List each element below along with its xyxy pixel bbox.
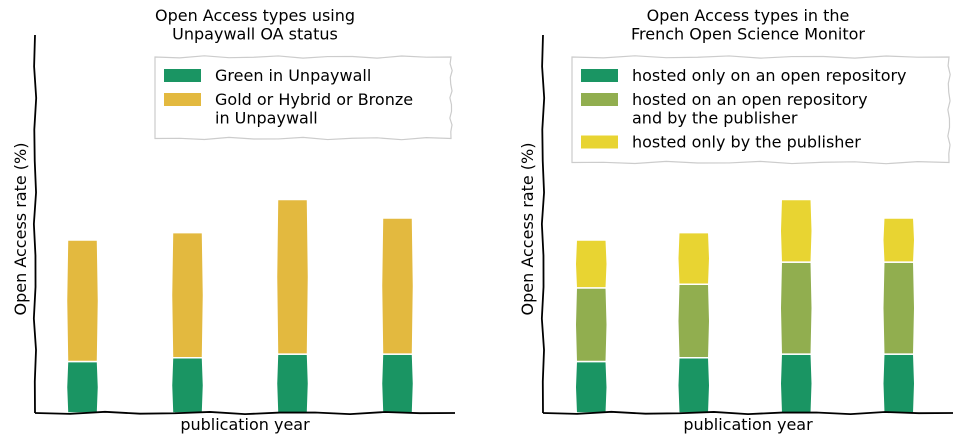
legend-label: Gold or Hybrid or Bronze in Unpaywall bbox=[215, 90, 413, 127]
bar-segment bbox=[170, 231, 205, 359]
bar-segment bbox=[676, 283, 711, 359]
bar-segment bbox=[779, 261, 814, 355]
legend-swatch bbox=[581, 69, 618, 82]
bar-segment bbox=[881, 353, 916, 414]
legend-swatch bbox=[581, 135, 618, 149]
bar-segment bbox=[676, 357, 711, 414]
bar-segment bbox=[676, 231, 711, 285]
legend-label: Green in Unpaywall bbox=[215, 66, 371, 85]
bar-segment bbox=[170, 357, 205, 414]
y-axis bbox=[32, 34, 38, 414]
bar-segment bbox=[65, 360, 100, 414]
bar-segment bbox=[275, 198, 310, 355]
bar-segment bbox=[574, 239, 609, 289]
bar-segment bbox=[779, 353, 814, 414]
bar-segment bbox=[380, 217, 415, 355]
legend-swatch bbox=[164, 69, 201, 82]
x-axis-label: publication year bbox=[180, 415, 310, 434]
legend-label: hosted only by the publisher bbox=[632, 133, 861, 152]
legend-swatch bbox=[581, 93, 618, 106]
bar-segment bbox=[574, 287, 609, 363]
legend-frame bbox=[154, 55, 453, 141]
legend-frame bbox=[571, 55, 951, 165]
chart-title: Open Access types in the French Open Scie… bbox=[631, 6, 865, 43]
legend-swatch bbox=[164, 93, 201, 106]
chart-title: Open Access types using Unpaywall OA stat… bbox=[155, 6, 355, 43]
legend-label: hosted only on an open repository bbox=[632, 66, 907, 85]
bar-segment bbox=[380, 353, 415, 414]
legend-label: hosted on an open repository and by the p… bbox=[632, 90, 868, 127]
bar-segment bbox=[779, 198, 814, 263]
bar-segment bbox=[574, 360, 609, 414]
bar-segment bbox=[881, 217, 916, 263]
x-axis bbox=[542, 410, 953, 416]
y-axis-label: Open Access rate (%) bbox=[518, 143, 537, 316]
legend: Green in Unpaywall Gold or Hybrid or Bron… bbox=[154, 55, 453, 141]
bar-segment bbox=[881, 261, 916, 355]
legend: hosted only on an open repository hosted … bbox=[571, 55, 951, 165]
y-axis-label: Open Access rate (%) bbox=[11, 143, 30, 316]
x-axis bbox=[34, 410, 456, 416]
bar-segment bbox=[65, 239, 100, 363]
x-axis-label: publication year bbox=[683, 415, 813, 434]
y-axis bbox=[540, 34, 546, 414]
bar-segment bbox=[275, 353, 310, 414]
